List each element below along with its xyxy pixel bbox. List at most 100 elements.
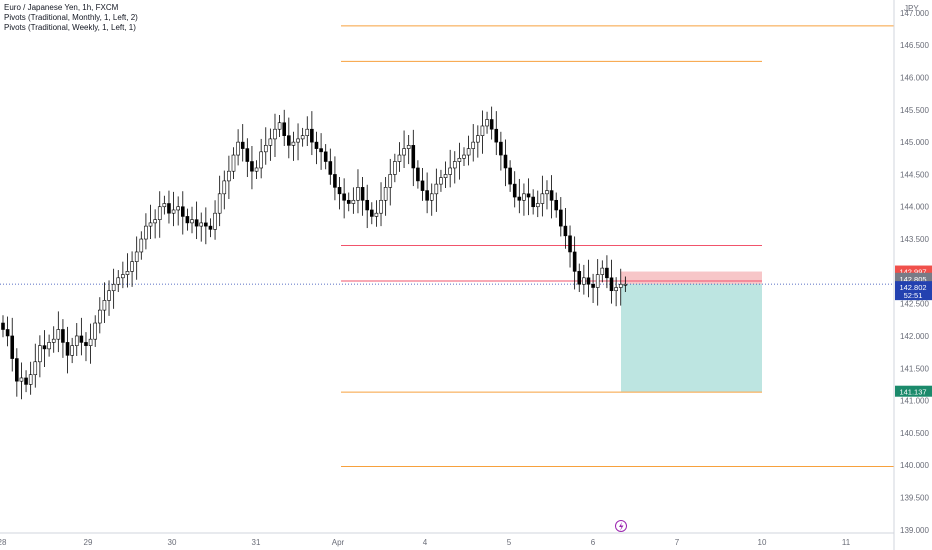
candle-body bbox=[429, 193, 434, 201]
stop-price-tag: 142.997 bbox=[899, 268, 926, 277]
candle-body bbox=[250, 161, 254, 172]
candle-body bbox=[452, 161, 457, 169]
candle-body bbox=[282, 122, 287, 136]
candle-body bbox=[346, 199, 351, 204]
candle-body bbox=[176, 206, 180, 211]
candle-body bbox=[582, 277, 586, 285]
time-axis[interactable]: 28 29 30 31 Apr 4 5 6 7 10 11 bbox=[0, 532, 894, 547]
candle-body bbox=[559, 209, 563, 227]
candle-body bbox=[273, 128, 277, 140]
lightning-bolt bbox=[619, 522, 624, 531]
candle-body bbox=[227, 170, 231, 182]
price-tick-label: 145.000 bbox=[900, 138, 929, 147]
candle-body bbox=[139, 238, 144, 253]
candle-body bbox=[508, 167, 512, 185]
candle-body bbox=[74, 335, 79, 346]
target-price-tag: 141.137 bbox=[899, 388, 926, 397]
time-tick-label: 6 bbox=[591, 538, 596, 547]
price-tick-label: 141.000 bbox=[900, 397, 929, 406]
candle-body bbox=[300, 135, 305, 140]
candle-body bbox=[107, 290, 111, 301]
candle-body bbox=[397, 154, 402, 162]
candle-body bbox=[102, 300, 107, 311]
time-tick-label: Apr bbox=[332, 538, 345, 547]
candle-body bbox=[614, 287, 618, 292]
candle-body bbox=[393, 161, 397, 175]
candle-body bbox=[33, 361, 38, 376]
candle-body bbox=[98, 309, 102, 324]
candle-body bbox=[47, 342, 51, 350]
symbol-title[interactable]: Euro / Japanese Yen, 1h, FXCM bbox=[4, 3, 119, 12]
candle-body bbox=[236, 141, 240, 156]
price-tick-label: 140.000 bbox=[900, 461, 929, 470]
candle-body bbox=[623, 283, 628, 286]
candle-body bbox=[263, 145, 268, 153]
event-marker[interactable] bbox=[615, 520, 627, 532]
chart-legend: Euro / Japanese Yen, 1h, FXCM Pivots (Tr… bbox=[4, 3, 138, 33]
position-tool[interactable] bbox=[621, 271, 762, 392]
candle-body bbox=[79, 335, 84, 343]
time-tick-label: 11 bbox=[842, 538, 851, 547]
entry-price-tag: 142.805 bbox=[899, 275, 926, 284]
current-price-tag: 142.802 bbox=[899, 283, 926, 292]
candle-body bbox=[319, 148, 323, 153]
candle-body bbox=[144, 225, 148, 240]
candle-body bbox=[204, 222, 208, 227]
candle-body bbox=[310, 128, 314, 143]
candle-body bbox=[328, 161, 333, 175]
candle-body bbox=[61, 329, 65, 343]
price-tick-label: 139.500 bbox=[900, 493, 929, 502]
candle-body bbox=[586, 277, 591, 285]
candle-body bbox=[618, 283, 623, 288]
candle-body bbox=[425, 190, 429, 201]
candle-body bbox=[434, 183, 439, 195]
candle-body bbox=[351, 199, 356, 204]
candle-body bbox=[125, 271, 130, 275]
candle-body bbox=[549, 190, 554, 201]
candle-body bbox=[190, 219, 194, 224]
candle-body bbox=[605, 267, 609, 279]
candle-body bbox=[245, 148, 250, 162]
candle-body bbox=[88, 338, 93, 346]
price-tick-label: 147.000 bbox=[900, 9, 929, 18]
candle-body bbox=[19, 377, 24, 382]
candle-body bbox=[600, 267, 605, 275]
candle-body bbox=[476, 135, 480, 143]
candle-body bbox=[337, 187, 342, 195]
candle-body bbox=[383, 187, 388, 201]
candle-body bbox=[134, 251, 139, 262]
candle-body bbox=[388, 174, 393, 188]
indicator-monthly-pivots[interactable]: Pivots (Traditional, Monthly, 1, Left, 2… bbox=[4, 13, 138, 22]
candle-body bbox=[167, 203, 171, 214]
candle-body bbox=[121, 274, 125, 279]
candle-body bbox=[374, 212, 379, 217]
candle-body bbox=[535, 203, 540, 208]
candle-body bbox=[38, 345, 42, 363]
candle-body bbox=[531, 196, 535, 208]
price-tick-label: 139.000 bbox=[900, 526, 929, 535]
candle-body bbox=[526, 193, 531, 198]
candle-body bbox=[540, 193, 545, 204]
candle-body bbox=[545, 190, 549, 195]
candle-body bbox=[522, 193, 526, 201]
candle-body bbox=[342, 193, 346, 201]
indicator-weekly-pivots[interactable]: Pivots (Traditional, Weekly, 1, Left, 1) bbox=[4, 23, 136, 32]
candle-body bbox=[1, 322, 5, 330]
candle-body bbox=[180, 206, 185, 217]
price-tick-label: 143.500 bbox=[900, 235, 929, 244]
candle-body bbox=[194, 219, 199, 227]
candle-body bbox=[369, 209, 374, 217]
candle-body bbox=[148, 222, 153, 227]
candle-body bbox=[462, 154, 466, 159]
candle-body bbox=[443, 174, 448, 178]
candle-body bbox=[333, 174, 337, 188]
candle-body bbox=[130, 261, 134, 272]
time-tick-label: 4 bbox=[423, 538, 428, 547]
price-tick-label: 142.000 bbox=[900, 332, 929, 341]
candle-body bbox=[296, 138, 300, 143]
candle-body bbox=[277, 122, 282, 130]
candle-body bbox=[595, 274, 600, 288]
